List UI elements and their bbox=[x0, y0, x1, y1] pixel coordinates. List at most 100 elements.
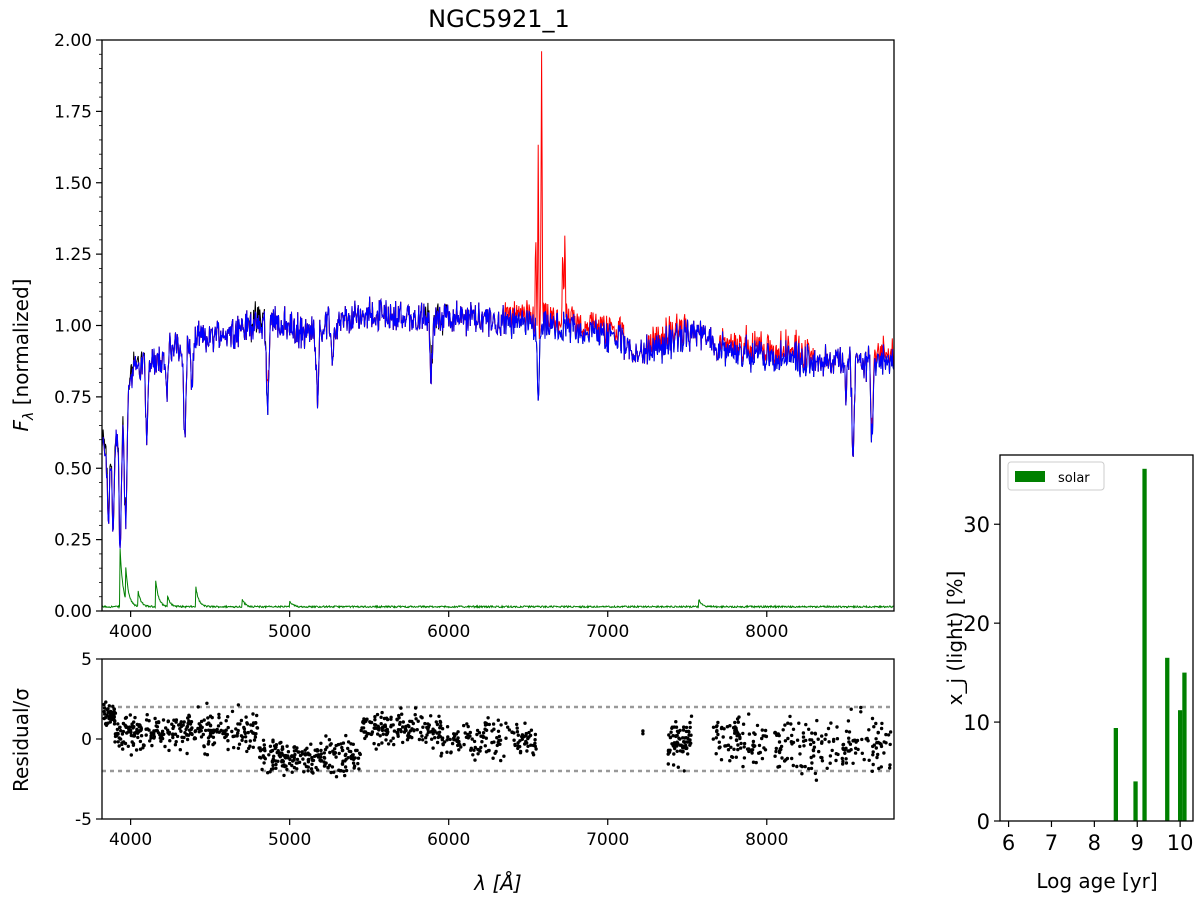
residual-point bbox=[738, 735, 742, 739]
residual-point bbox=[742, 745, 746, 749]
residual-point bbox=[369, 732, 373, 736]
residual-point bbox=[342, 769, 346, 773]
residual-point bbox=[886, 733, 891, 737]
residual-point bbox=[780, 756, 784, 760]
residual-point bbox=[276, 750, 280, 754]
residual-point bbox=[377, 743, 381, 747]
residual-point bbox=[781, 728, 785, 732]
residual-point bbox=[381, 732, 385, 736]
residual-point bbox=[224, 719, 228, 723]
residual-point bbox=[138, 747, 143, 751]
residual-point bbox=[825, 766, 829, 770]
residual-point bbox=[343, 753, 347, 758]
residual-point bbox=[379, 722, 383, 726]
residual-point bbox=[446, 735, 450, 739]
residual-point bbox=[870, 716, 875, 721]
residual-point bbox=[152, 729, 156, 733]
residual-point bbox=[111, 704, 115, 708]
residual-point bbox=[749, 748, 754, 752]
residual-point bbox=[879, 726, 884, 731]
residual-point bbox=[338, 769, 342, 773]
residual-point bbox=[120, 741, 124, 745]
residual-point bbox=[304, 764, 309, 769]
residual-point bbox=[434, 720, 438, 724]
residual-point bbox=[107, 704, 112, 708]
residual-point bbox=[800, 772, 804, 776]
residual-point bbox=[115, 727, 120, 732]
residual-point bbox=[668, 735, 673, 740]
residual-point bbox=[462, 742, 466, 747]
residual-point bbox=[470, 737, 474, 741]
residual-point bbox=[139, 728, 143, 732]
residual-point bbox=[430, 729, 434, 734]
residual-point bbox=[332, 770, 336, 774]
residual-point bbox=[486, 749, 491, 753]
residual-point bbox=[847, 736, 851, 740]
residual-point bbox=[747, 749, 751, 754]
residual-point bbox=[872, 743, 876, 747]
residual-point bbox=[518, 751, 523, 755]
residual-point bbox=[816, 737, 820, 741]
residual-point bbox=[249, 729, 253, 733]
residual-point bbox=[362, 720, 366, 724]
residual-point bbox=[491, 722, 496, 726]
residual-point bbox=[197, 730, 201, 734]
residual-point bbox=[496, 729, 501, 733]
residual-point bbox=[344, 768, 349, 773]
residual-point bbox=[513, 743, 517, 748]
residual-point bbox=[527, 730, 531, 735]
residual-point bbox=[224, 734, 228, 738]
residual-point bbox=[268, 770, 272, 774]
residual-point bbox=[373, 715, 377, 719]
residual-point bbox=[215, 727, 219, 732]
residual-point bbox=[396, 728, 401, 732]
residual-point bbox=[245, 749, 249, 754]
residual-point bbox=[735, 734, 739, 738]
legend-label-solar: solar bbox=[1058, 471, 1090, 486]
residual-point bbox=[790, 733, 794, 738]
residual-point bbox=[375, 712, 380, 717]
residual-point bbox=[243, 730, 247, 734]
residual-point bbox=[401, 725, 405, 729]
residual-point bbox=[334, 755, 338, 759]
residual-point bbox=[386, 730, 390, 734]
residual-point bbox=[671, 743, 675, 747]
residual-point bbox=[286, 750, 291, 754]
residual-point bbox=[795, 764, 799, 769]
residual-point bbox=[414, 717, 418, 721]
residual-point bbox=[473, 745, 477, 750]
residual-point bbox=[297, 750, 301, 754]
residual-point bbox=[280, 759, 285, 763]
residual-point bbox=[303, 762, 307, 766]
residual-point bbox=[520, 733, 525, 737]
residual-point bbox=[827, 740, 831, 744]
residual-point bbox=[323, 763, 327, 767]
residual-point bbox=[730, 755, 734, 759]
residual-point bbox=[234, 727, 238, 731]
population-bar bbox=[1133, 781, 1138, 821]
residual-point bbox=[349, 742, 353, 746]
population-bar bbox=[1142, 468, 1147, 821]
residual-point bbox=[391, 736, 395, 740]
residual-point bbox=[807, 727, 811, 731]
residual-point bbox=[680, 745, 685, 749]
residual-point bbox=[476, 752, 480, 756]
y-label-main: F bbox=[9, 419, 33, 431]
residual-point bbox=[844, 761, 849, 765]
residual-point bbox=[673, 746, 677, 751]
residual-point bbox=[803, 764, 807, 769]
residual-point bbox=[844, 757, 848, 761]
residual-point bbox=[686, 752, 690, 756]
residual-point bbox=[726, 748, 731, 752]
residual-point bbox=[504, 736, 508, 740]
residual-point bbox=[751, 739, 756, 744]
residual-point bbox=[251, 723, 255, 728]
residual-point bbox=[790, 756, 794, 761]
residual-point bbox=[828, 761, 832, 765]
residual-point bbox=[104, 723, 109, 727]
residual-point bbox=[167, 748, 171, 753]
residual-point bbox=[739, 741, 743, 746]
spectrum-x-tick-label: 4000 bbox=[109, 622, 152, 642]
residual-point bbox=[117, 744, 121, 748]
residual-point bbox=[236, 731, 240, 735]
